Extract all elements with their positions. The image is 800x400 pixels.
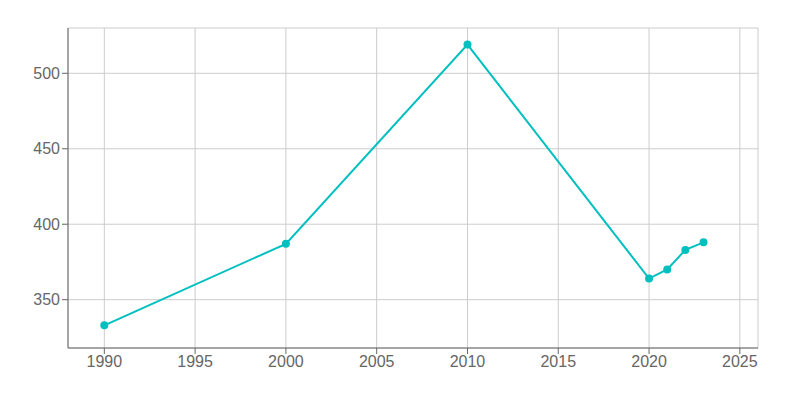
svg-text:450: 450 <box>33 140 60 157</box>
svg-text:400: 400 <box>33 216 60 233</box>
svg-text:2010: 2010 <box>450 353 486 370</box>
svg-text:2020: 2020 <box>631 353 667 370</box>
svg-text:2015: 2015 <box>540 353 576 370</box>
svg-text:1995: 1995 <box>177 353 213 370</box>
svg-text:1990: 1990 <box>87 353 123 370</box>
svg-text:500: 500 <box>33 65 60 82</box>
svg-text:2000: 2000 <box>268 353 304 370</box>
svg-text:2005: 2005 <box>359 353 395 370</box>
svg-text:2025: 2025 <box>722 353 758 370</box>
svg-text:350: 350 <box>33 291 60 308</box>
